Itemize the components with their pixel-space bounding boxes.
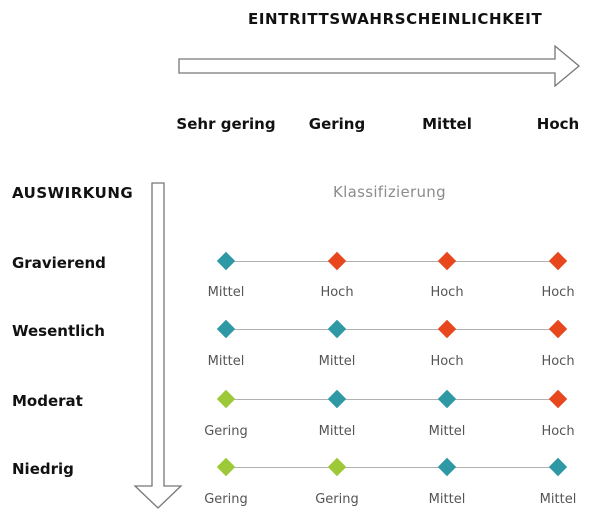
classification-label: Mittel [428, 492, 466, 507]
column-label: Gering [308, 115, 366, 133]
classification-label: Mittel [318, 424, 356, 439]
impact-arrow [133, 182, 183, 509]
classification-label: Mittel [428, 424, 466, 439]
classification-label: Hoch [430, 354, 464, 369]
classification-label: Hoch [541, 285, 575, 300]
row-connector-line [226, 399, 558, 400]
column-label: Hoch [536, 115, 580, 133]
row-connector-line [226, 329, 558, 330]
classification-label: Mittel [207, 354, 245, 369]
classification-label: Mittel [318, 354, 356, 369]
classification-header: Klassifizierung [333, 183, 446, 201]
classification-label: Hoch [430, 285, 464, 300]
classification-label: Gering [315, 492, 359, 507]
row-label: Niedrig [12, 460, 74, 478]
classification-label: Mittel [539, 492, 577, 507]
classification-label: Hoch [541, 354, 575, 369]
classification-label: Hoch [541, 424, 575, 439]
row-label: Moderat [12, 392, 83, 410]
row-connector-line [226, 467, 558, 468]
row-label: Gravierend [12, 254, 106, 272]
row-connector-line [226, 261, 558, 262]
probability-axis-title: EINTRITTSWAHRSCHEINLICHKEIT [248, 10, 543, 28]
column-label: Mittel [422, 115, 472, 133]
column-label: Sehr gering [176, 115, 276, 133]
impact-axis-title: AUSWIRKUNG [12, 184, 134, 202]
classification-label: Mittel [207, 285, 245, 300]
classification-label: Gering [204, 492, 248, 507]
classification-label: Hoch [320, 285, 354, 300]
row-label: Wesentlich [12, 322, 105, 340]
classification-label: Gering [204, 424, 248, 439]
probability-arrow [178, 44, 581, 88]
